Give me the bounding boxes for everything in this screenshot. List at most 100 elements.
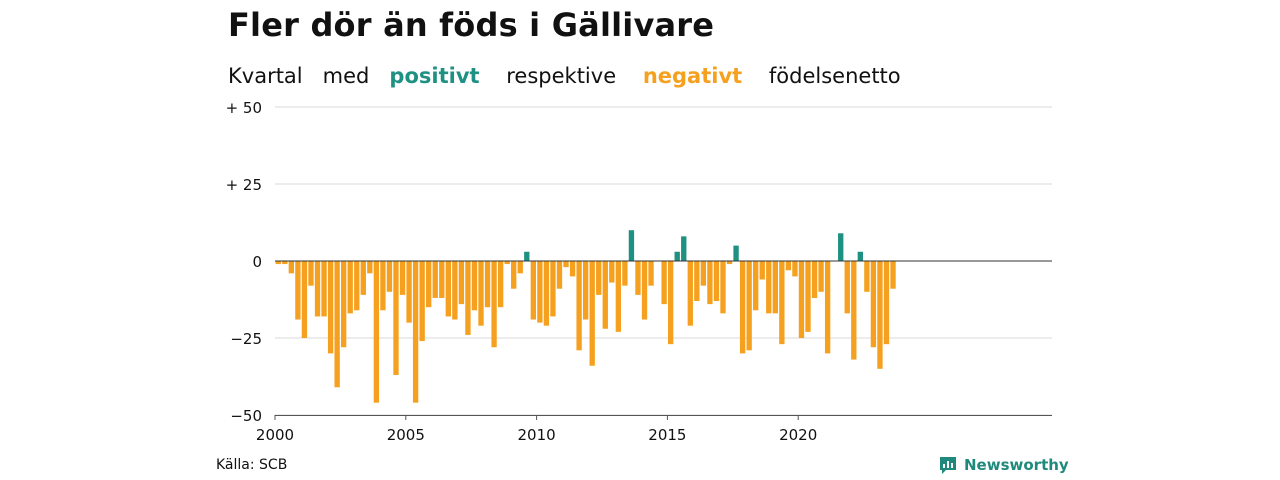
bar: [367, 261, 373, 274]
bar: [484, 261, 491, 308]
bar: [798, 261, 805, 338]
y-tick-label: −25: [230, 330, 262, 348]
bar: [746, 261, 752, 351]
bar: [426, 261, 432, 308]
bar: [301, 261, 308, 338]
bar: [883, 261, 890, 345]
bar: [419, 261, 425, 342]
bar: [465, 261, 471, 335]
subtitle-word: födelsenetto: [768, 64, 901, 88]
bar: [550, 261, 556, 317]
bar: [733, 245, 739, 261]
bar: [327, 261, 334, 354]
bar: [491, 261, 497, 348]
bar: [609, 261, 615, 283]
bar: [785, 261, 792, 271]
bar: [877, 261, 883, 369]
bar: [569, 261, 576, 277]
bar: [354, 261, 360, 311]
bar: [851, 261, 857, 360]
bar: [275, 261, 281, 265]
bar: [314, 261, 321, 317]
bar: [707, 261, 713, 305]
bar: [739, 261, 746, 354]
bar: [805, 261, 811, 332]
bar: [511, 261, 517, 289]
bar: [641, 261, 648, 320]
bar: [386, 261, 393, 292]
bar: [687, 261, 693, 326]
bar: [811, 261, 818, 298]
bar: [321, 261, 327, 317]
bars: [275, 230, 1052, 403]
bar: [589, 261, 595, 366]
bar: [818, 261, 824, 292]
y-tick-label: −50: [230, 407, 262, 425]
bar: [635, 261, 641, 295]
bar: [602, 261, 608, 329]
brand-name: Newsworthy: [964, 456, 1069, 474]
bar: [282, 261, 288, 265]
bar: [439, 261, 445, 298]
bar: [766, 261, 772, 314]
bar: [478, 261, 484, 326]
source-note: Källa: SCB: [216, 457, 288, 473]
bar: [524, 251, 530, 261]
bar: [543, 261, 550, 326]
x-tick-label: 2020: [779, 426, 817, 444]
bar: [753, 261, 759, 311]
bar: [406, 261, 412, 323]
newsworthy-logo[interactable]: Newsworthy: [938, 455, 1069, 475]
bar: [844, 261, 850, 314]
bar: [648, 261, 654, 286]
bar: [517, 261, 523, 274]
bar: [471, 261, 478, 311]
bar: [824, 261, 831, 354]
bar: [563, 261, 569, 268]
x-tick-label: 2005: [387, 426, 425, 444]
bar: [412, 261, 419, 403]
x-tick-label: 2015: [648, 426, 686, 444]
bar: [720, 261, 726, 314]
bar: [530, 261, 536, 320]
y-tick-label: + 50: [226, 99, 262, 117]
bar: [458, 261, 465, 305]
bar: [870, 261, 877, 348]
subtitle-word: respektive: [506, 64, 617, 88]
bar: [857, 251, 863, 261]
bar: [772, 261, 778, 314]
newsworthy-icon: [940, 457, 956, 474]
bar: [713, 261, 720, 302]
bar: [890, 261, 896, 289]
x-tick-label: 2000: [256, 426, 294, 444]
bar: [399, 261, 406, 295]
bar: [445, 261, 451, 317]
subtitle-word: Kvartal: [228, 64, 303, 88]
bar: [779, 261, 785, 345]
legend-positive: positivt: [389, 64, 480, 88]
bar-chart: + 50 + 25 0 −25 −50 2000 2005 2010 2015 2020: [226, 99, 1052, 444]
bar: [668, 261, 674, 345]
bar: [341, 261, 347, 348]
x-tick-label: 2010: [518, 426, 556, 444]
bar: [432, 261, 438, 298]
bar: [452, 261, 458, 320]
x-axis: 2000 2005 2010 2015 2020: [256, 415, 1052, 444]
bar: [497, 261, 504, 308]
y-tick-label: 0: [252, 253, 262, 271]
bar: [864, 261, 870, 292]
bar: [661, 261, 667, 305]
bar: [681, 236, 687, 261]
bar: [726, 261, 733, 265]
bar: [700, 261, 707, 286]
bar: [694, 261, 700, 302]
chart-title: Fler dör än föds i Gällivare: [228, 6, 715, 44]
bar: [838, 233, 844, 261]
bar: [582, 261, 589, 320]
bar: [393, 261, 399, 375]
bar: [537, 261, 543, 323]
subtitle-word: med: [322, 64, 370, 88]
bar: [373, 261, 380, 403]
bar: [504, 261, 510, 265]
bar: [596, 261, 602, 295]
